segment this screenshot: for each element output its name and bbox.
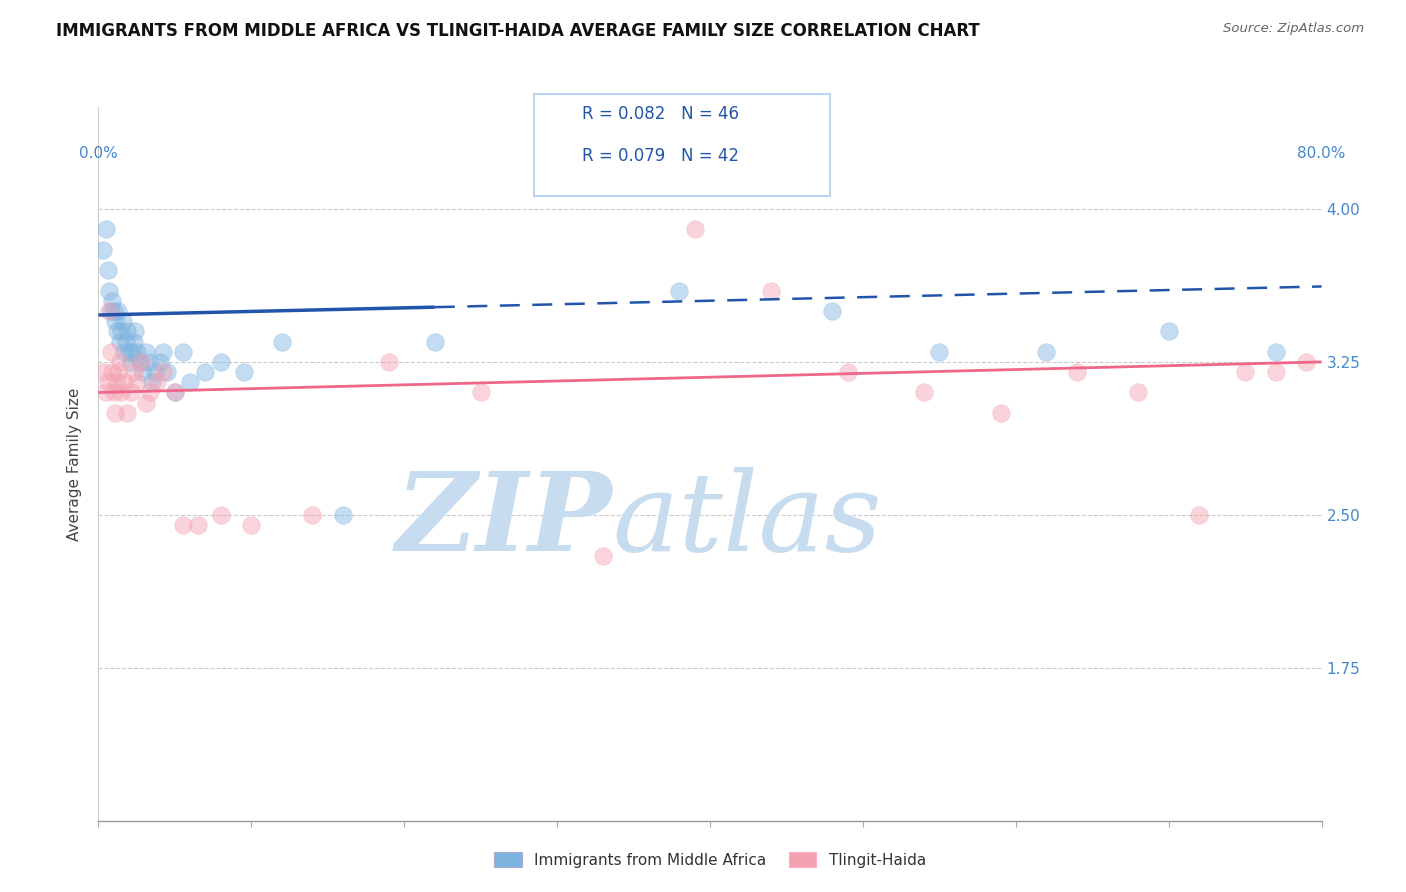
Point — [172, 518, 194, 533]
Point — [98, 284, 121, 298]
Point — [135, 344, 157, 359]
Point — [112, 344, 135, 359]
Text: 80.0%: 80.0% — [1298, 146, 1346, 161]
Point — [209, 355, 232, 369]
Point — [128, 355, 150, 369]
Point — [97, 263, 120, 277]
Point — [115, 334, 138, 349]
Legend: Immigrants from Middle Africa, Tlingit-Haida: Immigrants from Middle Africa, Tlingit-H… — [488, 846, 932, 873]
Point — [912, 385, 935, 400]
Text: R = 0.079   N = 42: R = 0.079 N = 42 — [582, 147, 740, 165]
Point — [104, 406, 127, 420]
Point — [1128, 385, 1150, 400]
Point — [129, 355, 152, 369]
Point — [209, 508, 232, 522]
Point — [232, 365, 254, 379]
Point — [423, 334, 446, 349]
Point — [138, 355, 160, 369]
Text: atlas: atlas — [612, 467, 882, 574]
Point — [108, 334, 131, 349]
Y-axis label: Average Family Size: Average Family Size — [67, 387, 83, 541]
Point — [821, 304, 844, 318]
Point — [1264, 365, 1286, 379]
Point — [117, 324, 139, 338]
Point — [94, 385, 117, 400]
Point — [378, 355, 401, 369]
Point — [101, 293, 124, 308]
Point — [668, 284, 690, 298]
Point — [120, 355, 142, 369]
Point — [156, 365, 179, 379]
Point — [143, 365, 166, 379]
Point — [108, 355, 131, 369]
Point — [110, 324, 132, 338]
Point — [470, 385, 492, 400]
Point — [125, 344, 148, 359]
Point — [1066, 365, 1088, 379]
Point — [100, 344, 122, 359]
Point — [1188, 508, 1211, 522]
Text: Source: ZipAtlas.com: Source: ZipAtlas.com — [1223, 22, 1364, 36]
Point — [112, 376, 135, 390]
Point — [179, 376, 201, 390]
Point — [91, 243, 114, 257]
Point — [172, 344, 194, 359]
Point — [132, 365, 155, 379]
Point — [163, 385, 186, 400]
Point — [240, 518, 263, 533]
Point — [163, 385, 186, 400]
Point — [928, 344, 950, 359]
Point — [135, 395, 157, 409]
Point — [301, 508, 323, 522]
Point — [103, 385, 125, 400]
Point — [105, 376, 128, 390]
Point — [94, 222, 117, 236]
Point — [118, 344, 141, 359]
Point — [111, 314, 134, 328]
Point — [990, 406, 1012, 420]
Point — [149, 355, 172, 369]
Point — [124, 324, 146, 338]
Point — [145, 376, 167, 390]
Point — [104, 314, 127, 328]
Point — [592, 549, 614, 563]
Point — [139, 385, 162, 400]
Point — [270, 334, 294, 349]
Point — [152, 365, 174, 379]
Point — [1234, 365, 1257, 379]
Text: IMMIGRANTS FROM MIDDLE AFRICA VS TLINGIT-HAIDA AVERAGE FAMILY SIZE CORRELATION C: IMMIGRANTS FROM MIDDLE AFRICA VS TLINGIT… — [56, 22, 980, 40]
Point — [1035, 344, 1057, 359]
Point — [101, 365, 124, 379]
Text: R = 0.082   N = 46: R = 0.082 N = 46 — [582, 105, 740, 123]
Point — [100, 304, 122, 318]
Point — [103, 304, 125, 318]
Point — [152, 344, 174, 359]
Point — [110, 385, 132, 400]
Point — [91, 365, 114, 379]
Point — [1264, 344, 1286, 359]
Point — [107, 304, 129, 318]
Point — [761, 284, 783, 298]
Point — [120, 385, 142, 400]
Point — [122, 365, 145, 379]
Text: 0.0%: 0.0% — [79, 146, 118, 161]
Point — [332, 508, 354, 522]
Point — [105, 324, 128, 338]
Point — [122, 334, 145, 349]
Point — [125, 376, 148, 390]
Point — [837, 365, 859, 379]
Point — [683, 222, 706, 236]
Point — [107, 365, 129, 379]
Point — [97, 376, 120, 390]
Point — [117, 406, 139, 420]
Point — [141, 376, 163, 390]
Point — [121, 344, 143, 359]
Point — [98, 304, 121, 318]
Point — [187, 518, 209, 533]
Point — [194, 365, 217, 379]
Point — [1157, 324, 1180, 338]
Text: ZIP: ZIP — [395, 467, 612, 574]
Point — [1295, 355, 1317, 369]
